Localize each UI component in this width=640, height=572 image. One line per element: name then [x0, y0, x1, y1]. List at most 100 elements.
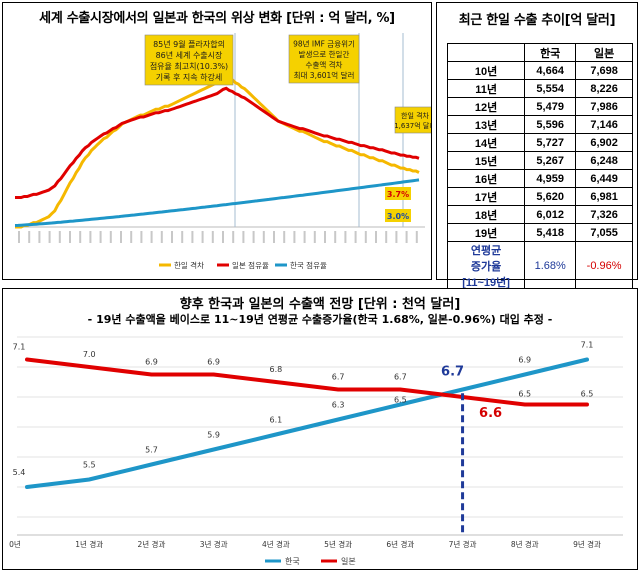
- cagr-label-line1: 연평균: [470, 245, 502, 257]
- table-cell-korea: 5,554: [524, 79, 577, 98]
- plaza-accord-callout-text: 86년 세계 수출시장: [156, 50, 223, 60]
- plaza-accord-callout: [144, 34, 234, 86]
- x-tick-label: 3년 경과: [200, 539, 228, 549]
- forecast-chart: 5.4 5.5 5.7 5.9 6.1 6.3 6.5 6.9 7.1 7.1 7.0 6.9 6.9 6…: [9, 336, 623, 566]
- japan-share-line: [15, 86, 420, 199]
- x-tick-mark: [181, 231, 184, 243]
- table-cell-korea: 5,267: [524, 151, 577, 170]
- table-cell-japan: 7,146: [575, 115, 633, 134]
- x-tick-mark: [58, 231, 61, 243]
- x-tick-label: 0년: [9, 539, 21, 549]
- korea-data-label: 5.7: [145, 446, 158, 455]
- gap-callout-text: 1,637억 달러: [394, 121, 431, 130]
- table-header-korea: 한국: [524, 43, 577, 62]
- japan-data-label: 7.0: [83, 350, 96, 359]
- legend-label-japan: 일본: [341, 557, 356, 566]
- table-cell-korea: 5,727: [524, 133, 577, 152]
- x-tick-mark: [48, 231, 51, 243]
- legend-label-gap: 한일 격차: [174, 260, 204, 270]
- table-cell-japan: 6,449: [575, 169, 633, 188]
- table-cell-year: 16년: [446, 169, 526, 188]
- x-tick-mark: [375, 231, 377, 243]
- cagr-korea: 1.68%: [524, 241, 577, 291]
- x-tick-mark: [324, 231, 326, 243]
- table-cell-year: 11년: [446, 79, 526, 98]
- x-tick-mark: [69, 231, 71, 243]
- korea-data-label: 6.1: [270, 416, 283, 425]
- forecast-chart-panel: 향후 한국과 일본의 수출액 전망 [단위 : 천억 달러] - 19년 수출액…: [2, 288, 638, 570]
- korea-share-value: 3.0%: [387, 212, 409, 221]
- export-table-title: 최근 한일 수출 추이[억 달러]: [458, 13, 616, 28]
- japan-data-label: 6.5: [581, 390, 594, 399]
- x-tick-mark: [211, 231, 214, 243]
- x-tick-mark: [415, 231, 418, 243]
- x-tick-mark: [120, 231, 122, 243]
- x-tick-mark: [283, 231, 286, 243]
- korea-data-label: 6.9: [518, 356, 531, 365]
- x-tick-mark: [79, 231, 82, 243]
- x-tick-mark: [273, 231, 275, 243]
- x-tick-label: 9년 경과: [573, 539, 601, 549]
- table-row: 14년 5,727 6,902: [446, 133, 633, 152]
- x-tick-mark: [252, 231, 255, 243]
- gap-callout: [394, 106, 431, 134]
- table-cell-year: 19년: [446, 223, 526, 242]
- table-cell-japan: 6,902: [575, 133, 633, 152]
- x-tick-mark: [364, 231, 367, 243]
- legend-label-korea: 한국 점유율: [290, 260, 327, 270]
- table-cell-year: 12년: [446, 97, 526, 116]
- x-tick-label: 1년 경과: [75, 539, 103, 549]
- x-tick-mark: [222, 231, 224, 243]
- crossover-japan-label: 6.6: [479, 406, 502, 421]
- imf-crisis-callout: [288, 34, 360, 84]
- table-row: 19년 5,418 7,055: [446, 223, 633, 242]
- x-tick-mark: [28, 231, 31, 243]
- x-tick-label: 5년 경과: [324, 539, 352, 549]
- x-tick-mark: [171, 231, 173, 243]
- x-tick-mark: [405, 231, 408, 243]
- x-tick-mark: [293, 231, 296, 243]
- x-tick-mark: [109, 231, 112, 243]
- cagr-label-line3: [11~19년]: [462, 277, 510, 289]
- korea-data-label: 6.5: [394, 396, 407, 405]
- x-tick-mark: [232, 231, 235, 243]
- cagr-row: 연평균 증가율 [11~19년] 1.68% -0.96%: [446, 241, 633, 291]
- forecast-chart-title: 향후 한국과 일본의 수출액 전망 [단위 : 천억 달러]: [179, 297, 461, 312]
- x-tick-mark: [89, 231, 92, 243]
- x-tick-mark: [38, 231, 41, 243]
- x-tick-label: 8년 경과: [511, 539, 539, 549]
- japan-data-label: 6.5: [518, 390, 531, 399]
- table-cell-japan: 7,986: [575, 97, 633, 116]
- history-chart-panel: 세계 수출시장에서의 일본과 한국의 위상 변화 [단위 : 억 달러, %] …: [2, 2, 432, 280]
- x-tick-mark: [262, 231, 265, 243]
- table-cell-korea: 5,418: [524, 223, 577, 242]
- korea-data-label: 5.4: [13, 468, 26, 477]
- x-tick-mark: [344, 231, 347, 243]
- export-table-panel: 최근 한일 수출 추이[억 달러] 한국 일본 10년 4,664 7,698 11년…: [436, 2, 638, 291]
- table-row: 13년 5,596 7,146: [446, 115, 633, 134]
- x-tick-label: 4년 경과: [262, 539, 290, 549]
- table-header-japan: 일본: [575, 43, 633, 62]
- table-row: 18년 6,012 7,326: [446, 205, 633, 224]
- x-tick-mark: [385, 231, 388, 243]
- table-cell-year: 15년: [446, 151, 526, 170]
- forecast-chart-subtitle: - 19년 수출액을 베이스로 11~19년 연평균 수출증가율(한국 1.68…: [87, 313, 553, 326]
- korea-forecast-line: [25, 357, 589, 489]
- legend-label-korea: 한국: [285, 557, 300, 566]
- table-cell-japan: 8,226: [575, 79, 633, 98]
- plaza-accord-callout-text: 점유율 최고치(10.3%): [150, 61, 228, 71]
- history-chart-title: 세계 수출시장에서의 일본과 한국의 위상 변화 [단위 : 억 달러, %]: [39, 11, 395, 26]
- table-row: 17년 5,620 6,981: [446, 187, 633, 206]
- table-row: 10년 4,664 7,698: [446, 61, 633, 80]
- cagr-label-line2: 증가율: [470, 261, 502, 273]
- plaza-accord-callout-text: 기록 후 지속 하강세: [156, 72, 223, 82]
- japan-data-label: 6.7: [394, 373, 407, 382]
- korea-data-label: 5.5: [83, 461, 96, 470]
- table-cell-japan: 7,326: [575, 205, 633, 224]
- export-table: 한국 일본 10년 4,664 7,698 11년 5,554 8,226 12년 5,479…: [446, 43, 633, 291]
- table-row: 16년 4,959 6,449: [446, 169, 633, 188]
- table-cell-japan: 7,055: [575, 223, 633, 242]
- cagr-japan: -0.96%: [575, 241, 633, 291]
- x-tick-label: 2년 경과: [138, 539, 166, 549]
- imf-crisis-callout-text: 98년 IMF 금융위기: [293, 39, 355, 49]
